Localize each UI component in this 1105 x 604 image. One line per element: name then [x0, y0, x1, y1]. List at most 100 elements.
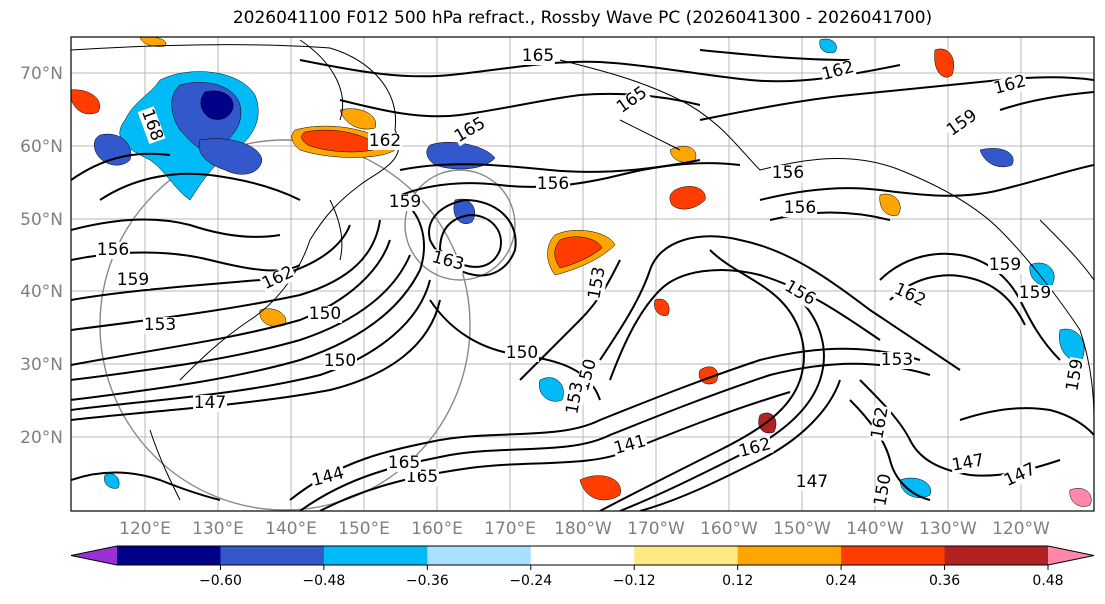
contour-label-bg: [323, 353, 357, 370]
contour-label-bg: [890, 280, 929, 311]
colorbar-extend-low: [71, 546, 117, 565]
colorbar-extend-high: [1048, 546, 1094, 565]
colorbar-tick-label: 0.36: [929, 573, 960, 589]
contour-label-bg: [429, 248, 467, 275]
rossby-wave-circles: [99, 139, 516, 511]
contour-label: 159: [989, 255, 1021, 275]
lon-label: 180°W: [554, 519, 612, 539]
contour-label-bg: [736, 435, 774, 462]
lat-label: 60°N: [20, 137, 63, 157]
contour-label: 156: [97, 240, 129, 260]
contour-label-bg: [1064, 356, 1087, 394]
colorbar-ticks: −0.60 −0.48 −0.36 −0.24 −0.12 0.12 0.24 0.36 0.4…: [199, 565, 1064, 589]
colorbar: [70, 545, 1095, 566]
colorbar-segment: [427, 546, 532, 565]
contour-label-bg: [308, 306, 342, 323]
contour-label-bg: [1018, 285, 1052, 302]
contour-label: 156: [784, 198, 816, 218]
contour-label: 150: [309, 304, 341, 324]
contour-label: 159: [389, 192, 421, 212]
contour-label-bg: [780, 277, 819, 310]
lon-label: 170°W: [627, 519, 685, 539]
contour-label-bg: [783, 200, 817, 217]
lon-label: 150°E: [338, 519, 390, 539]
colorbar-segment: [944, 546, 1049, 565]
colorbar-segment: [323, 546, 428, 565]
contour-label-bg: [869, 404, 892, 442]
contour-label: 159: [1019, 283, 1051, 303]
colorbar-tick-label: −0.12: [613, 573, 656, 589]
lon-label: 130°W: [919, 519, 977, 539]
lat-label: 50°N: [20, 210, 63, 230]
contour-label-bg: [586, 264, 609, 302]
contour-label-bg: [943, 106, 982, 141]
contour-label-bg: [1001, 460, 1040, 491]
lat-label: 70°N: [20, 64, 63, 84]
contour-label-bg: [143, 317, 177, 334]
contour-label: 162: [369, 131, 401, 151]
contour-label-bg: [795, 474, 829, 491]
colorbar-tick-label: −0.48: [302, 573, 345, 589]
contour-label-bg: [137, 106, 166, 145]
contour-label-bg: [193, 395, 227, 412]
contour-label: 156: [537, 174, 569, 194]
contour-label: 156: [772, 163, 804, 183]
colorbar-segment: [737, 546, 842, 565]
contour-label-bg: [259, 263, 298, 294]
contour-label-bg: [988, 257, 1022, 274]
lon-label: 120°E: [119, 519, 171, 539]
contour-label-bg: [116, 272, 150, 289]
contour-label-bg: [613, 83, 652, 118]
lon-label: 140°W: [846, 519, 904, 539]
contour-label: 165: [522, 46, 554, 66]
latitude-labels: 70°N 60°N 50°N 40°N 30°N 20°N: [20, 64, 63, 448]
lat-label: 20°N: [20, 428, 63, 448]
contour-label: 147: [796, 472, 828, 492]
contour-label-bg: [309, 464, 347, 491]
lon-label: 130°E: [192, 519, 244, 539]
lon-label: 120°W: [992, 519, 1050, 539]
contour-label: 153: [881, 350, 913, 370]
longitude-labels: 120°E 130°E 140°E 150°E 160°E 170°E 180°…: [119, 519, 1050, 539]
colorbar-tick-label: −0.36: [406, 573, 449, 589]
contour-label-bg: [96, 242, 130, 259]
contour-label-bg: [521, 48, 555, 65]
contour-label-bg: [771, 165, 805, 182]
lat-label: 40°N: [20, 282, 63, 302]
colorbar-outline: [70, 545, 1095, 566]
colorbar-tick-label: 0.12: [722, 573, 753, 589]
lon-label: 170°E: [484, 519, 536, 539]
contour-label-bg: [387, 455, 421, 472]
contour-label: 147: [194, 393, 226, 413]
contour-label-bg: [536, 176, 570, 193]
contour-label-bg: [611, 432, 649, 459]
colorbar-tick-label: 0.24: [826, 573, 857, 589]
map-plot[interactable]: [34, 36, 1095, 512]
contour-label-bg: [368, 133, 402, 150]
lon-label: 150°W: [773, 519, 831, 539]
contour-label: 150: [324, 351, 356, 371]
colorbar-segment: [117, 546, 221, 565]
contour-label-bg: [949, 452, 987, 475]
contour-label-bg: [451, 114, 490, 147]
contour-label-bg: [505, 345, 539, 362]
colorbar-segment: [634, 546, 739, 565]
contour-label-bg: [564, 379, 587, 417]
map-title: 2026041100 F012 500 hPa refract., Rossby…: [232, 8, 933, 28]
contour-label-bg: [388, 194, 422, 211]
contour-label-bg: [405, 469, 439, 486]
colorbar-segment: [841, 546, 946, 565]
contour-label: 159: [117, 270, 149, 290]
contour-label: 165: [388, 453, 420, 473]
lon-label: 160°W: [700, 519, 758, 539]
colorbar-segment: [530, 546, 635, 565]
colorbar-tick-label: −0.60: [199, 573, 242, 589]
contour-label: 153: [144, 315, 176, 335]
colorbar-tick-label: 0.48: [1032, 573, 1063, 589]
lat-label: 30°N: [20, 355, 63, 375]
contour-label-bg: [872, 471, 895, 509]
colorbar-tick-label: −0.24: [509, 573, 552, 589]
colorbar-segment: [220, 546, 325, 565]
contour-label: 150: [506, 343, 538, 363]
lon-label: 140°E: [265, 519, 317, 539]
